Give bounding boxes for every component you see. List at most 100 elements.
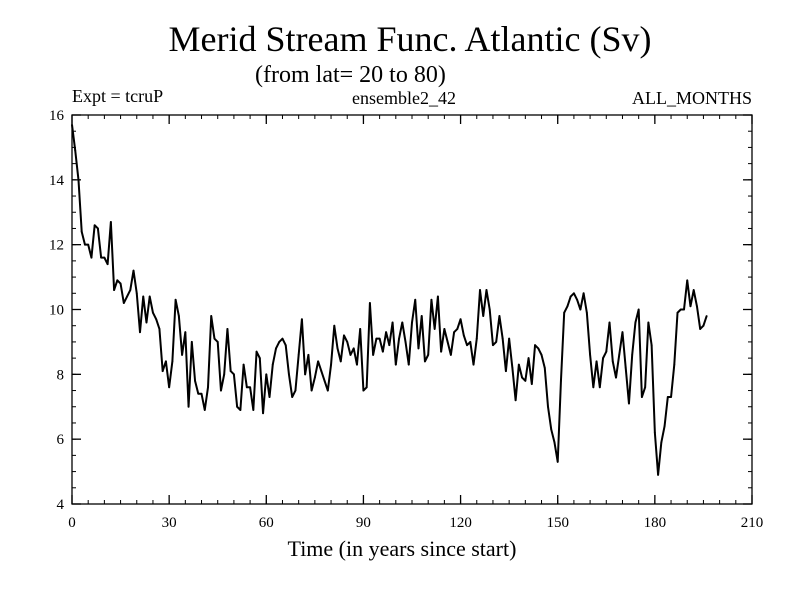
data-point	[142, 295, 145, 298]
data-point	[119, 282, 122, 285]
data-point	[226, 328, 229, 330]
data-point	[508, 337, 511, 340]
data-point	[608, 321, 611, 324]
data-point	[301, 318, 303, 321]
data-point	[106, 263, 109, 266]
plot-frame	[71, 114, 753, 505]
data-point	[401, 321, 404, 324]
data-point	[433, 328, 436, 330]
experiment-label: Expt = tcruP	[72, 86, 164, 106]
data-point	[624, 366, 627, 369]
data-point	[197, 392, 200, 395]
data-point	[459, 318, 462, 321]
data-point	[521, 376, 523, 379]
data-point	[161, 370, 164, 372]
data-point	[352, 347, 355, 350]
data-point	[129, 289, 132, 291]
data-point	[492, 344, 494, 347]
data-point	[660, 441, 663, 444]
data-point	[394, 363, 397, 366]
x-tick-label: 0	[68, 515, 76, 531]
data-point	[641, 396, 643, 398]
data-point	[407, 363, 410, 366]
data-point	[268, 396, 271, 398]
data-point	[339, 360, 342, 363]
data-point	[488, 308, 491, 311]
data-point	[411, 321, 413, 324]
data-point	[699, 328, 702, 330]
data-point	[171, 360, 174, 363]
data-point	[148, 295, 151, 298]
data-point	[673, 363, 676, 366]
data-point	[122, 302, 125, 304]
data-point	[404, 341, 407, 343]
data-point	[485, 289, 488, 291]
data-point	[359, 328, 362, 330]
x-axis-label: Time (in years since start)	[288, 536, 517, 561]
data-point	[576, 298, 579, 301]
data-point	[657, 473, 659, 476]
data-point	[145, 321, 148, 324]
data-point	[271, 363, 274, 366]
data-point	[249, 386, 252, 389]
data-point	[375, 337, 378, 340]
x-tick-label: 150	[546, 515, 569, 531]
data-point	[547, 405, 549, 408]
data-point	[233, 373, 235, 376]
data-point	[187, 405, 190, 408]
data-point	[388, 344, 391, 347]
data-point	[563, 311, 566, 314]
data-point	[440, 350, 443, 353]
data-point	[77, 178, 80, 181]
data-point	[242, 363, 245, 366]
data-point	[236, 405, 239, 408]
data-point	[582, 292, 585, 295]
data-point	[556, 460, 559, 463]
y-tick-label: 12	[49, 238, 64, 254]
data-point	[93, 224, 96, 227]
data-point	[372, 353, 375, 356]
data-point	[284, 344, 287, 347]
data-point	[605, 350, 608, 353]
data-point	[313, 376, 316, 379]
data-point	[97, 227, 99, 230]
data-point	[381, 350, 384, 353]
tick-labels: 0 30 60 90 120 150 180 210 4 6 8 10 12 14 16	[49, 108, 763, 531]
data-point	[139, 331, 141, 334]
data-point	[262, 412, 264, 415]
data-point	[362, 389, 365, 392]
y-tick-label: 6	[57, 432, 65, 448]
data-point	[602, 357, 604, 360]
data-point	[203, 409, 206, 411]
data-point	[589, 353, 591, 356]
data-point	[278, 341, 281, 343]
data-point	[443, 328, 446, 330]
data-point	[310, 389, 313, 392]
data-point	[190, 341, 193, 343]
data-point	[356, 363, 358, 366]
data-point	[168, 386, 171, 389]
data-point	[482, 315, 485, 317]
data-point	[378, 337, 381, 340]
data-point	[653, 431, 656, 434]
data-point	[511, 366, 514, 369]
data-point	[598, 386, 601, 389]
data-point	[220, 389, 222, 392]
data-point	[135, 292, 138, 295]
y-tick-label: 4	[57, 497, 65, 513]
data-point	[420, 315, 423, 317]
data-point	[255, 350, 258, 353]
data-point	[579, 308, 582, 311]
data-point	[534, 344, 536, 347]
data-point	[527, 357, 530, 360]
data-point	[223, 373, 226, 376]
data-point	[676, 311, 679, 314]
data-point	[424, 360, 426, 363]
data-point	[472, 363, 475, 366]
data-point	[647, 321, 650, 324]
data-point	[628, 402, 630, 405]
data-point	[326, 389, 329, 392]
data-point	[207, 386, 209, 389]
data-point	[158, 328, 161, 330]
data-point	[398, 337, 400, 340]
